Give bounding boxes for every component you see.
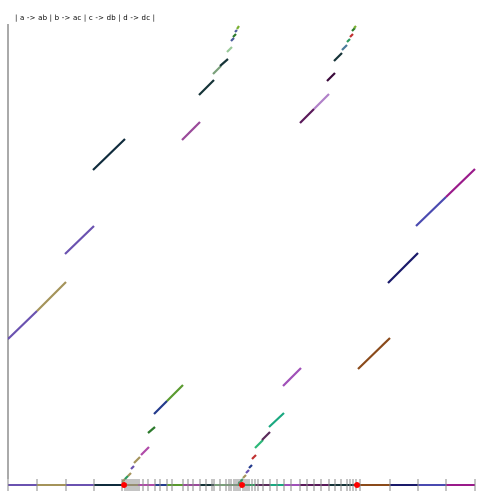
ticks-group [7,479,476,491]
diagonal-segment-28 [261,431,271,441]
diagonal-segment-8 [133,456,141,464]
diagonal-segment-42 [415,196,447,227]
diagonal-segment-5 [124,475,129,480]
diagonal-segment-6 [127,472,132,477]
diagonal-segment-23 [242,474,247,479]
diagonal-segment-1 [36,281,67,312]
diagonal-segment-21 [236,25,240,30]
diagonal-segment-2 [64,225,95,255]
marker-dot-1 [239,482,245,488]
diagonal-segment-26 [251,454,257,460]
marker-dot-2 [354,482,360,488]
diagonal-segment-36 [346,38,351,43]
diagonal-segment-35 [341,44,348,51]
diagonal-segment-16 [219,58,229,67]
diagonal-segment-20 [234,29,238,33]
diagonal-segment-18 [230,37,235,42]
diagonal-segment-3 [92,138,126,171]
diagonal-segment-19 [232,33,237,38]
diagonal-segment-14 [198,79,215,96]
diagonal-segment-34 [333,52,343,62]
diagonal-segment-15 [212,65,222,75]
diagonal-segment-11 [153,400,168,415]
diagonal-segment-41 [387,252,419,284]
diagonal-segment-7 [130,465,135,470]
diagonal-segment-32 [313,93,330,110]
diagonal-segment-25 [248,464,253,469]
diagonal-segment-30 [282,367,302,387]
diagonal-segment-17 [226,46,233,53]
diagonal-segment-37 [349,33,354,38]
diagonal-segment-29 [268,412,285,428]
diagonal-segment-0 [7,310,38,340]
diagonal-segment-9 [140,446,150,456]
marker-dot-0 [121,482,127,488]
diagonal-segment-31 [299,108,315,124]
diagonal-segment-40 [357,337,391,370]
markers-group [121,482,360,488]
diagonal-segment-43 [445,168,476,198]
segments-group [7,25,476,485]
diagonal-segment-24 [245,469,250,474]
diagonal-segment-27 [254,439,264,449]
diagonal-segment-10 [147,426,156,434]
diagonal-segment-39 [353,25,357,29]
diagonal-segment-13 [181,121,201,141]
rule-title: | a -> ab | b -> ac | c -> db | d -> dc … [15,14,156,22]
diagonal-segment-12 [166,384,184,402]
diagonal-segment-33 [326,72,336,82]
diagonal-segment-38 [351,27,356,32]
